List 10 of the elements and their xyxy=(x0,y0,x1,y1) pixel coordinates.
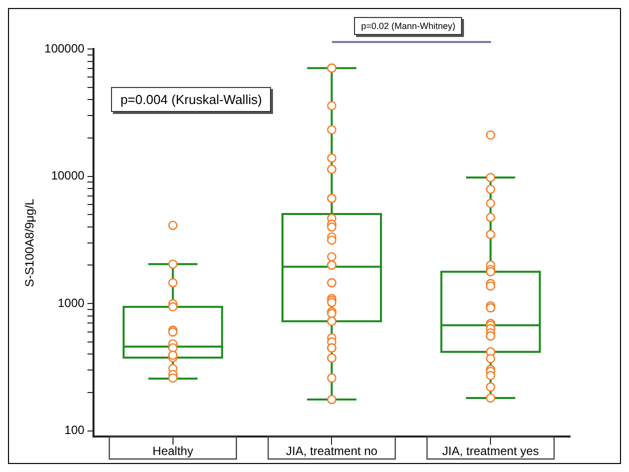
x-tick-label: JIA, treatment yes xyxy=(442,444,539,458)
y-tick-label: 10000 xyxy=(51,168,85,183)
x-tick-label: Healthy xyxy=(152,444,194,458)
y-tick-label: 100000 xyxy=(44,41,85,56)
text: p=0.02 (Mann-Whitney) xyxy=(354,17,462,35)
annotation: p=0.004 (Kruskal-Wallis) xyxy=(111,87,271,112)
y-axis-title: S-S100A8/9μg/L xyxy=(22,198,37,287)
y-tick-label: 100 xyxy=(64,423,85,438)
y-tick-label: 1000 xyxy=(58,296,85,310)
x-tick-label: JIA, treatment no xyxy=(286,444,378,458)
